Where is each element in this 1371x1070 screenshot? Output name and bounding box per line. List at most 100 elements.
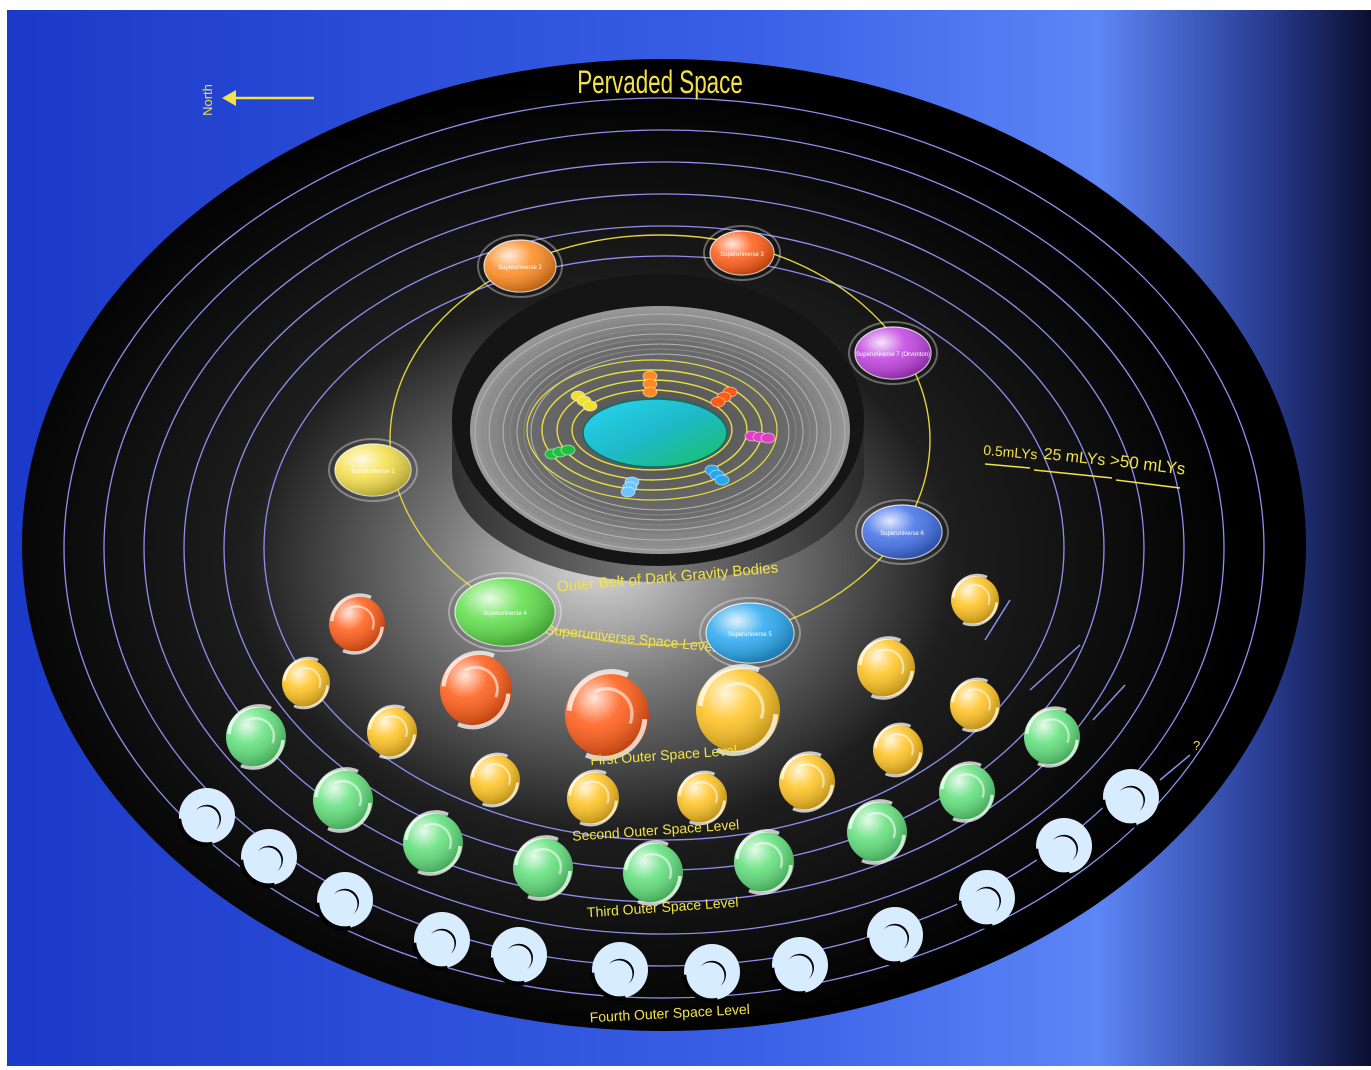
- third-level-galaxy-arm: [527, 870, 572, 901]
- second-level-galaxy-arm: [584, 780, 610, 804]
- havona-circuits: [526, 359, 778, 501]
- first-level-galaxy-arm: [951, 573, 988, 598]
- fourth-level-galaxy-gap: [314, 902, 352, 931]
- third-level-galaxy-arm: [227, 704, 272, 735]
- superuniverse-shine: [710, 231, 774, 275]
- first-level-galaxy-arm: [951, 677, 989, 703]
- third-level-galaxy-arm: [514, 835, 559, 866]
- disk-ring: [474, 313, 846, 551]
- fourth-level-galaxy-gap: [238, 859, 276, 888]
- third-level-galaxy-arm: [958, 773, 985, 799]
- third-level-galaxy-arm: [637, 875, 682, 906]
- second-level-galaxy-arm: [579, 800, 618, 827]
- second-level-galaxy: [779, 751, 835, 813]
- first-level-galaxy-arm: [858, 636, 902, 666]
- first-level-galaxy-shine: [329, 596, 385, 652]
- havona-circuit-4: [526, 359, 778, 501]
- fourth-level-galaxy: [411, 912, 470, 971]
- third-level-galaxy-arm: [246, 717, 276, 744]
- fourth-level-galaxy-gap: [411, 942, 449, 971]
- motion-arrow-4: [1159, 754, 1191, 781]
- third-level-galaxy: [939, 761, 995, 823]
- second-level-galaxy-arm: [798, 763, 825, 789]
- second-level-galaxy-arm: [792, 784, 834, 813]
- third-level-galaxy: [403, 810, 463, 876]
- second-level-galaxy-shine: [470, 755, 520, 805]
- second-level-galaxy-arm: [481, 782, 519, 808]
- third-level-galaxy-shine: [513, 838, 573, 898]
- third-level-galaxy: [847, 799, 907, 865]
- question-mark: ?: [1193, 738, 1200, 753]
- superuniverse-orbit: [389, 234, 931, 646]
- first-level-galaxy: [440, 650, 512, 730]
- fourth-level-galaxy-gap: [681, 974, 719, 1003]
- second-level-galaxy-arm: [568, 769, 607, 796]
- first-level-galaxy-arm: [962, 602, 999, 627]
- first-level-galaxy-arm: [368, 704, 406, 730]
- first-level-galaxy-arm: [330, 593, 372, 622]
- third-level-galaxy-arm: [754, 842, 784, 869]
- superuniverse-1: Superuniverse 1: [328, 438, 418, 502]
- first-level-galaxy-shine: [565, 673, 649, 757]
- first-level-galaxy-shine: [950, 680, 1000, 730]
- fourth-level-galaxy: [956, 870, 1015, 929]
- superuniverses: Superuniverse 1 Superuniverse 2 Superunive…: [328, 225, 949, 669]
- third-level-galaxy-shine: [734, 832, 794, 892]
- superuniverse-label: Superuniverse 2: [498, 265, 542, 271]
- fourth-level-galaxy-gap: [176, 818, 214, 847]
- motion-arrow-2: [1029, 644, 1081, 691]
- fourth-level-galaxy-body: [491, 927, 547, 983]
- superuniverse-halo: [328, 438, 418, 502]
- fourth-level-galaxy-body: [867, 907, 923, 963]
- paradise-isle: [582, 398, 728, 468]
- second-level-galaxy-arm: [688, 800, 726, 826]
- third-level-galaxy-arm: [1037, 739, 1079, 768]
- third-level-galaxy-arm: [952, 794, 994, 823]
- fourth-level-galaxy-gap: [956, 900, 994, 929]
- third-level-galaxy-arm: [417, 845, 462, 876]
- superuniverse-label: Superuniverse 5: [728, 632, 772, 638]
- first-level-galaxy-shine: [440, 654, 512, 726]
- second-level-galaxy-shine: [873, 725, 923, 775]
- fourth-level-galaxy: [681, 944, 740, 1003]
- third-level-galaxy: [513, 835, 573, 901]
- havona-sphere: [714, 474, 730, 486]
- first-level-galaxy: [282, 656, 330, 710]
- first-level-galaxy-arm: [441, 650, 495, 687]
- first-level-galaxy-arm: [715, 713, 779, 756]
- superuniverse-halo: [699, 597, 801, 669]
- superuniverse-7: Superuniverse 4: [448, 572, 562, 652]
- space-level-ring: [63, 97, 1265, 999]
- superuniverse-halo: [848, 321, 938, 385]
- third-level-galaxy-arm: [861, 834, 906, 865]
- fourth-level-galaxy-body: [1036, 818, 1092, 874]
- third-level-galaxy-shine: [623, 843, 683, 903]
- first-level-galaxy-arm: [593, 686, 634, 725]
- first-level-galaxy-arm: [298, 667, 322, 689]
- second-level-galaxy: [873, 722, 923, 778]
- first-level-galaxy-arm: [876, 648, 905, 675]
- fourth-level-galaxy-gap: [1100, 799, 1138, 828]
- havona-sphere: [710, 396, 726, 408]
- first-level-galaxy-arm: [457, 693, 511, 730]
- second-level-galaxy-arm: [890, 733, 914, 756]
- north-label: North: [200, 84, 215, 116]
- fourth-level-galaxy-gap: [488, 957, 526, 986]
- superuniverse-halo: [855, 499, 949, 565]
- superuniverse-shine: [706, 603, 794, 663]
- superuniverse-label: Superuniverse 4: [483, 611, 527, 617]
- superuniverse-halo: [703, 225, 781, 281]
- second-level-galaxy: [567, 769, 619, 827]
- third-level-galaxy-arm: [735, 829, 780, 860]
- first-level-galaxy-arm: [282, 656, 319, 681]
- motion-arrow-1: [984, 599, 1011, 641]
- second-level-galaxy-arm: [471, 752, 509, 778]
- first-level-galaxy: [951, 573, 999, 627]
- second-level-galaxy-arm: [487, 763, 511, 786]
- first-level-galaxy-arm: [967, 584, 991, 606]
- disk-rings: [474, 313, 846, 551]
- fourth-level-galaxy-body: [241, 829, 297, 885]
- fourth-level-galaxy: [314, 872, 373, 931]
- fourth-level-galaxy: [1100, 769, 1159, 828]
